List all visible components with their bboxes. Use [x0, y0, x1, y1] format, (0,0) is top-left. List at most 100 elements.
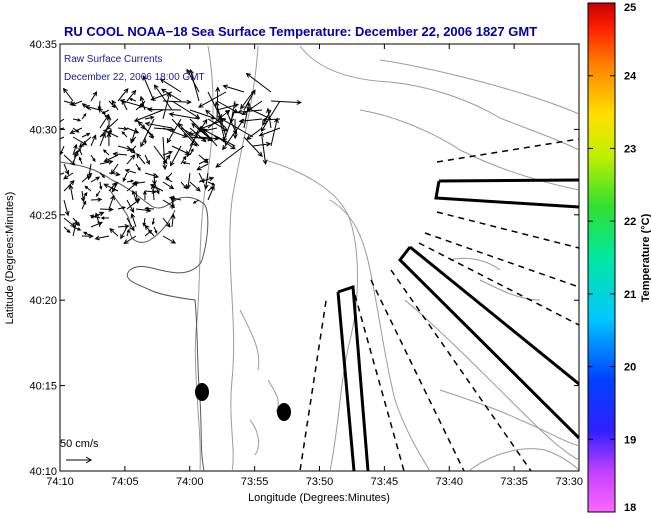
- colorbar-tick-label: 24: [624, 71, 637, 83]
- current-vector: [129, 98, 137, 102]
- current-vector: [81, 113, 87, 120]
- legend-title: Raw Surface Currents: [64, 54, 162, 65]
- coastline: [60, 161, 209, 471]
- current-vector: [266, 107, 272, 129]
- y-tick-label: 40:35: [29, 39, 57, 51]
- legend-time: December 22, 2006 18:00 GMT: [64, 72, 205, 83]
- current-vector: [99, 159, 114, 165]
- current-vector: [180, 155, 187, 165]
- y-axis: 40:35 40:30 40:25 40:20 40:15 40:10: [29, 39, 579, 478]
- current-vector: [126, 127, 140, 134]
- current-vector: [78, 136, 92, 148]
- current-vector: [126, 181, 139, 192]
- x-tick-label: 74:05: [111, 476, 139, 488]
- current-vector: [60, 136, 65, 140]
- current-vector: [108, 100, 116, 109]
- current-vector: [95, 190, 101, 197]
- current-vector: [171, 100, 201, 119]
- current-vector: [130, 212, 137, 228]
- scale-arrow-head: [85, 456, 92, 464]
- current-vector: [143, 136, 147, 145]
- current-vector: [99, 128, 108, 138]
- x-tick-label: 73:35: [500, 476, 528, 488]
- current-vector: [112, 151, 128, 157]
- current-vector: [106, 132, 112, 147]
- current-vector: [81, 132, 91, 138]
- scale-label: 50 cm/s: [60, 438, 99, 450]
- current-vector: [203, 172, 209, 190]
- current-vector: [243, 136, 263, 158]
- current-vector: [270, 99, 302, 105]
- current-vector: [270, 117, 279, 147]
- current-vector: [90, 91, 98, 102]
- current-vector: [198, 135, 220, 141]
- x-tick-label: 73:30: [555, 476, 583, 488]
- current-vector: [196, 163, 209, 171]
- current-vector: [126, 217, 135, 232]
- survey-box-south: [336, 284, 370, 471]
- current-vector: [94, 235, 110, 241]
- current-vector: [111, 99, 119, 111]
- survey-box-north: [434, 178, 579, 209]
- current-vector: [106, 115, 112, 129]
- colorbar-tick-label: 18: [624, 502, 636, 514]
- current-vector: [160, 88, 182, 102]
- current-vector: [121, 131, 128, 138]
- current-vector: [108, 171, 121, 177]
- current-vector: [171, 145, 191, 155]
- current-vector: [162, 217, 171, 228]
- current-vector: [117, 206, 126, 210]
- current-vector: [63, 217, 76, 228]
- plot-frame: [59, 43, 580, 472]
- current-vector: [243, 101, 251, 129]
- current-vector: [100, 216, 110, 220]
- current-vector: [60, 172, 65, 175]
- current-vector: [198, 158, 209, 165]
- scale-vector: 50 cm/s: [60, 438, 99, 464]
- current-vector: [162, 136, 168, 171]
- current-vector: [99, 181, 103, 191]
- current-vector: [63, 172, 74, 180]
- current-vector: [69, 127, 83, 134]
- current-vector: [124, 168, 137, 174]
- current-vector: [63, 199, 70, 217]
- current-vector: [129, 145, 137, 152]
- current-vector: [198, 91, 227, 108]
- colorbar-tick-label: 23: [624, 143, 636, 155]
- survey-dashed-lines: [299, 138, 579, 471]
- current-vector: [189, 181, 201, 192]
- x-tick-label: 74:10: [46, 476, 74, 488]
- current-vector: [144, 206, 155, 211]
- current-vector: [153, 226, 158, 234]
- y-tick-label: 40:20: [29, 295, 57, 307]
- current-vector: [168, 112, 200, 120]
- current-vector: [159, 78, 182, 93]
- current-vector: [142, 75, 155, 102]
- current-vector: [246, 127, 263, 140]
- current-vector: [166, 177, 173, 183]
- current-vector: [82, 231, 92, 237]
- current-vector: [147, 107, 182, 113]
- x-axis: 74:10 74:05 74:00 73:55 73:50 73:45 73:40 73:35…: [46, 44, 583, 488]
- current-vector: [189, 68, 200, 102]
- current-vector: [72, 226, 82, 231]
- current-vector: [84, 185, 92, 192]
- current-vector: [144, 172, 160, 179]
- current-vector: [162, 154, 171, 165]
- current-vector: [117, 126, 129, 131]
- current-vector: [177, 122, 200, 147]
- current-vector: [240, 91, 254, 110]
- current-vector: [72, 150, 79, 165]
- current-vector: [126, 198, 141, 210]
- x-tick-label: 73:55: [241, 476, 269, 488]
- colorbar-tick-label: 21: [624, 289, 636, 301]
- y-tick-label: 40:15: [29, 381, 57, 393]
- current-vector: [232, 118, 238, 140]
- current-vector: [99, 206, 114, 212]
- current-vector: [78, 147, 83, 156]
- current-vector: [192, 199, 200, 204]
- current-vector: [60, 145, 65, 156]
- current-vector: [60, 127, 65, 131]
- current-vector: [215, 145, 245, 168]
- current-vector: [139, 95, 146, 111]
